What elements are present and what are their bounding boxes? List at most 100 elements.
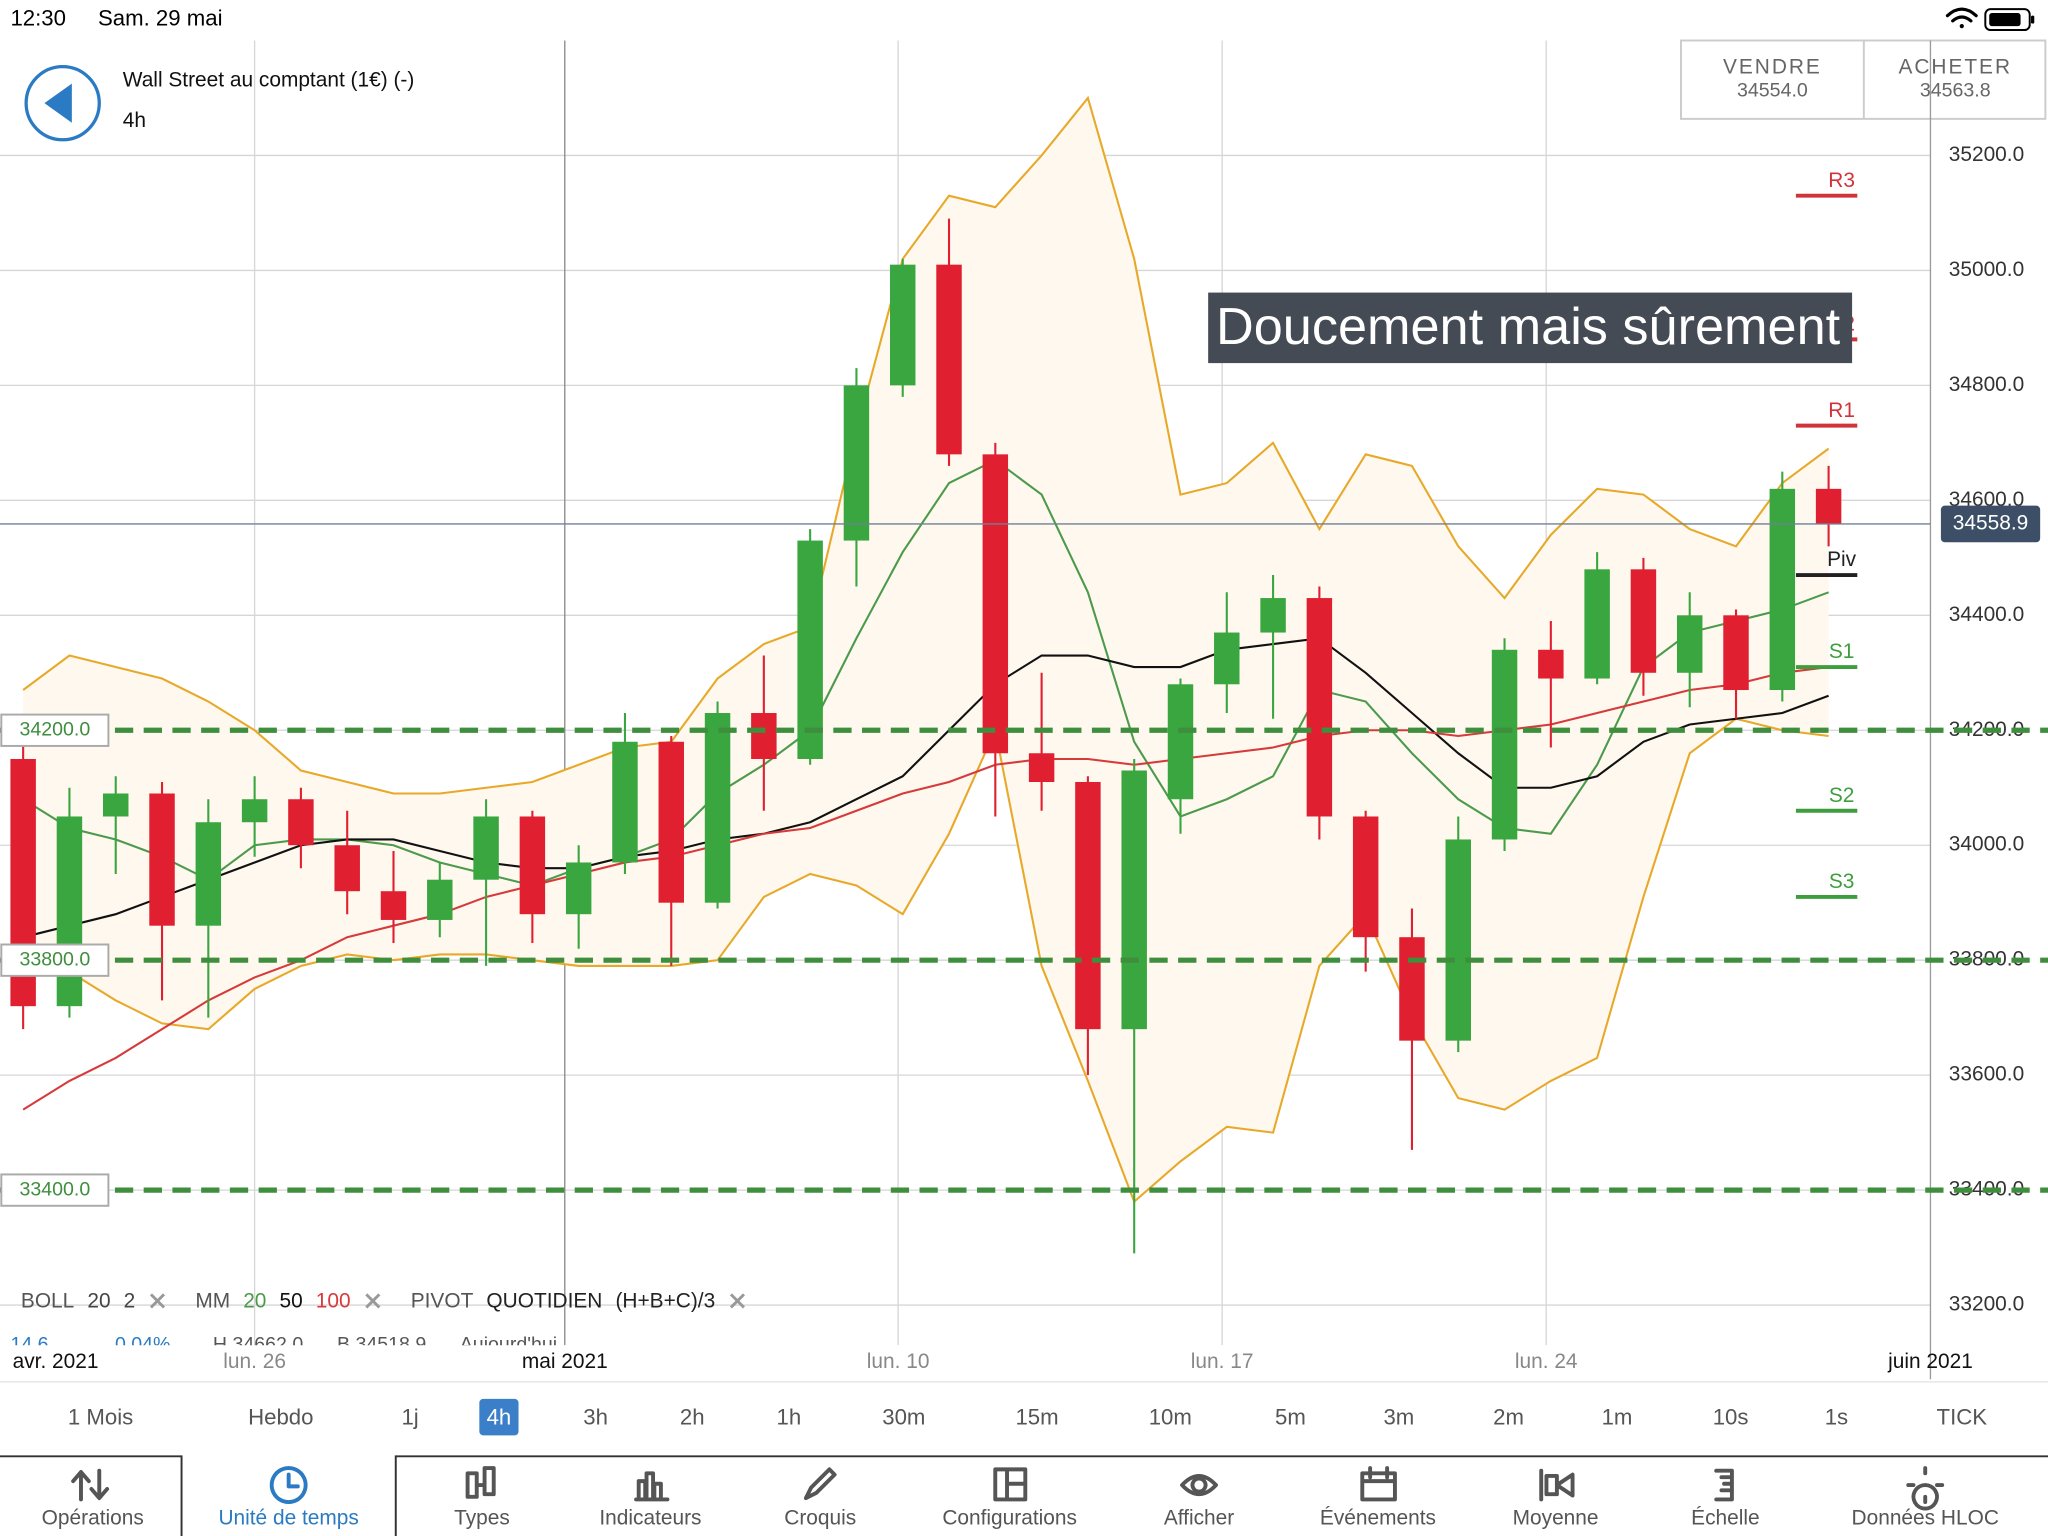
toolbar-icon (1714, 1468, 1734, 1502)
sell-button[interactable]: VENDRE 34554.0 (1723, 55, 1822, 101)
candle-body (427, 879, 453, 920)
current-price-box (1940, 505, 2041, 543)
level-label: 33800.0 (19, 948, 90, 970)
bottom-controls: 1 Mois Hebdo 1j 4h 3h 2h 1h 30m 15m 10m 5m 3m 2m 1m 10… (0, 1398, 2048, 1536)
battery-icon (1984, 8, 2035, 32)
indicator-remove[interactable] (149, 1293, 166, 1309)
annotation: Doucement mais sûrement (1216, 298, 1841, 356)
indicator-remove[interactable] (729, 1293, 745, 1309)
buy-button[interactable]: ACHETER 34563.8 (1899, 55, 2012, 101)
y-tick-label: 33200.0 (1949, 1293, 2024, 1316)
candle-body (473, 816, 499, 880)
candle-body (1260, 598, 1286, 633)
level-label-box (0, 713, 110, 747)
indicator-param: QUOTIDIEN (486, 1290, 602, 1313)
timeframe-option[interactable]: 1h (777, 1404, 802, 1429)
toolbar-button[interactable]: Moyenne (1513, 1468, 1599, 1530)
timeframe-label: 10s (1713, 1404, 1749, 1429)
timeframe-label: 1 Mois (68, 1404, 133, 1429)
candle-body (1167, 684, 1194, 800)
buy-price: 34563.8 (1920, 80, 1991, 102)
timeframe-label: 4h (487, 1404, 512, 1429)
timeframe-option[interactable]: 1j (401, 1404, 418, 1429)
toolbar-button[interactable]: Croquis (784, 1467, 856, 1530)
y-tick-label: 34400.0 (1949, 603, 2024, 626)
timeframe-label: 15m (1015, 1404, 1058, 1429)
sell-price: 34554.0 (1737, 80, 1808, 102)
indicator-param: 20 (87, 1290, 110, 1313)
timeframe-option[interactable]: Hebdo (248, 1404, 313, 1429)
candle-body (1075, 781, 1101, 1030)
back-button[interactable] (24, 64, 101, 142)
candle-body (704, 713, 731, 903)
timeframe-option[interactable]: 2h (680, 1404, 705, 1429)
candle-body (1584, 569, 1610, 679)
timeframe-label: Hebdo (248, 1404, 313, 1429)
timeframe-option[interactable]: 15m (1015, 1404, 1058, 1429)
timeframe-option[interactable]: 4h (479, 1398, 519, 1436)
info-value: 0.04% (115, 1333, 171, 1355)
x-tick-label: lun. 24 (1515, 1350, 1578, 1373)
sell-label: VENDRE (1723, 55, 1822, 78)
toolbar-label: Opérations (42, 1507, 144, 1530)
candle-body (1491, 649, 1518, 840)
status-date: Sam. 29 mai (98, 5, 223, 30)
toolbar-icon (1180, 1473, 1218, 1497)
wifi-icon (1945, 7, 1978, 29)
timeframe-option[interactable]: 10m (1149, 1404, 1192, 1429)
candle-body (241, 799, 268, 823)
timeframe-option[interactable]: 3h (583, 1404, 608, 1429)
candle-body (1352, 816, 1379, 938)
x-tick-label: avr. 2021 (13, 1350, 99, 1373)
timeframe-option[interactable]: 2m (1493, 1404, 1524, 1429)
indicator-param: 2 (124, 1290, 136, 1313)
moving-average (22, 458, 1829, 887)
timeframe-option[interactable]: 1 Mois (68, 1404, 133, 1429)
candle-body (843, 385, 870, 541)
y-tick-label: 34000.0 (1949, 833, 2024, 856)
timeframe-label: 5m (1275, 1404, 1306, 1429)
toolbar-label: Croquis (784, 1507, 856, 1530)
candle-body (519, 816, 546, 915)
timeframe-option[interactable]: 30m (882, 1404, 925, 1429)
toolbar-button[interactable]: Types (454, 1466, 510, 1530)
candle-body (751, 713, 777, 760)
buy-label: ACHETER (1899, 55, 2012, 78)
indicator-remove[interactable] (365, 1293, 381, 1309)
level-label: 34200.0 (19, 718, 90, 740)
indicator-name: BOLL (21, 1290, 74, 1313)
candle-body (982, 454, 1009, 754)
timeframe-label: 2h (680, 1404, 705, 1429)
pivot-label: S2 (1829, 784, 1855, 807)
timeframe-option[interactable]: 1m (1602, 1404, 1633, 1429)
toolbar-icon (803, 1467, 837, 1501)
toolbar-label: Moyenne (1513, 1507, 1599, 1530)
y-tick-label: 35000.0 (1949, 258, 2024, 281)
timeframe-option[interactable]: 1s (1825, 1404, 1848, 1429)
header-timeframe: 4h (123, 109, 146, 132)
bollinger-upper (22, 95, 1830, 795)
toolbar-icon (634, 1471, 670, 1502)
candle-body (1630, 569, 1657, 673)
info-value: 14.6 (10, 1333, 48, 1355)
toolbar-button[interactable]: Échelle (1691, 1468, 1760, 1530)
timeframe-label: 1m (1602, 1404, 1633, 1429)
info-row: 14.6 0.04% H 34662.0 B 34518.9 Aujourd'hui (10, 1333, 557, 1355)
toolbar-button[interactable]: Données HLOC (1852, 1466, 1999, 1530)
toolbar-button[interactable]: Configurations (942, 1467, 1077, 1530)
toolbar-button[interactable]: Afficher (1164, 1473, 1234, 1530)
toolbar-button[interactable]: Opérations (42, 1468, 144, 1530)
timeframe-option[interactable]: TICK (1937, 1404, 1988, 1429)
candle-body (56, 816, 83, 1007)
timeframe-option[interactable]: 3m (1383, 1404, 1414, 1429)
timeframe-option[interactable]: 10s (1713, 1404, 1749, 1429)
level-label: 33400.0 (19, 1178, 90, 1200)
toolbar-button[interactable]: Événements (1320, 1466, 1436, 1530)
timeframe-option[interactable]: 5m (1275, 1404, 1306, 1429)
toolbar-button[interactable]: Unité de temps (218, 1466, 359, 1530)
toolbar-button[interactable]: Indicateurs (599, 1471, 702, 1530)
pivot-label: R1 (1828, 399, 1855, 422)
indicator-name: PIVOT (411, 1290, 474, 1313)
